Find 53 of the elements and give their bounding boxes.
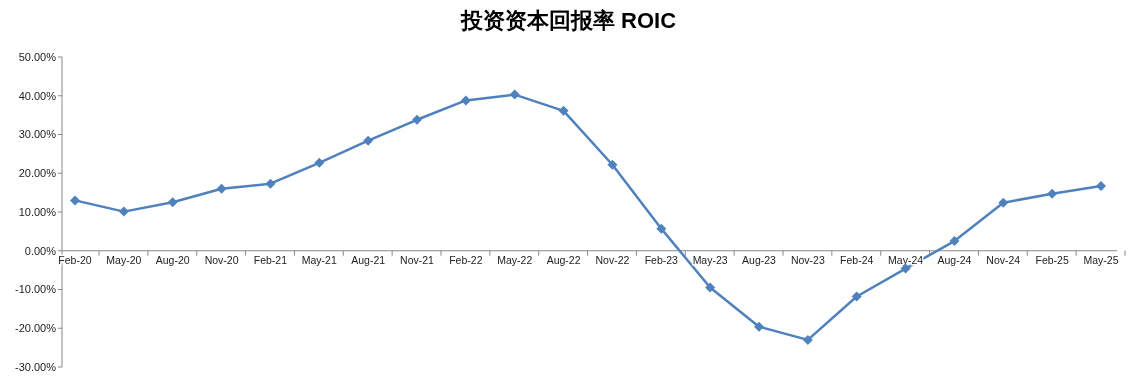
x-tick-label: May-20 xyxy=(106,253,142,266)
x-tick-label: Feb-23 xyxy=(644,253,679,266)
x-tick-label: Nov-23 xyxy=(790,253,825,266)
x-tick-label: Nov-22 xyxy=(595,253,630,266)
point xyxy=(265,178,276,189)
point xyxy=(460,95,471,106)
point xyxy=(70,195,80,206)
x-tick-label: May-23 xyxy=(692,253,728,266)
point xyxy=(802,334,813,345)
point xyxy=(216,183,227,194)
chart-title: 投资资本回报率 ROIC xyxy=(459,8,677,33)
y-tick-label: -20.00% xyxy=(15,322,57,335)
y-tick-label: -10.00% xyxy=(15,283,57,296)
point xyxy=(314,157,325,168)
point xyxy=(656,223,667,234)
y-tick-label: -30.00% xyxy=(15,360,57,373)
y-tick-label: 20.00% xyxy=(18,167,57,180)
point xyxy=(949,236,960,247)
x-tick-label: Feb-24 xyxy=(840,253,874,266)
point xyxy=(412,114,422,125)
x-tick-label: Aug-24 xyxy=(937,253,972,266)
point xyxy=(607,159,618,170)
point xyxy=(509,89,520,100)
point xyxy=(363,135,374,146)
x-tick-label: Aug-22 xyxy=(546,253,581,266)
x-tick-label: Feb-20 xyxy=(58,253,92,266)
x-tick-label: Feb-22 xyxy=(449,253,483,266)
y-tick-label: 0.00% xyxy=(24,244,57,257)
point xyxy=(167,197,178,208)
x-tick-label: May-21 xyxy=(301,253,337,266)
point xyxy=(754,321,764,332)
x-tick-label: May-25 xyxy=(1083,253,1119,266)
x-tick-label: May-22 xyxy=(497,253,533,266)
x-tick-label: Nov-21 xyxy=(400,253,435,266)
point xyxy=(558,105,569,116)
point xyxy=(1096,181,1106,192)
y-tick-label: 30.00% xyxy=(18,128,57,141)
point xyxy=(851,291,862,302)
point xyxy=(705,282,716,293)
x-tick-label: Nov-20 xyxy=(204,253,239,266)
point xyxy=(118,206,129,217)
x-tick-label: Aug-21 xyxy=(351,253,386,266)
x-tick-label: Nov-24 xyxy=(986,253,1021,266)
x-tick-label: Feb-21 xyxy=(253,253,288,266)
y-tick-label: 10.00% xyxy=(18,205,57,218)
x-tick-label: Aug-20 xyxy=(155,253,190,266)
x-tick-label: May-24 xyxy=(888,253,924,266)
point xyxy=(1047,188,1058,199)
point xyxy=(998,197,1009,208)
x-tick-label: Aug-23 xyxy=(742,253,777,266)
y-tick-label: 50.00% xyxy=(18,50,57,63)
x-tick-label: Feb-25 xyxy=(1035,253,1069,266)
y-tick-label: 40.00% xyxy=(18,89,57,102)
